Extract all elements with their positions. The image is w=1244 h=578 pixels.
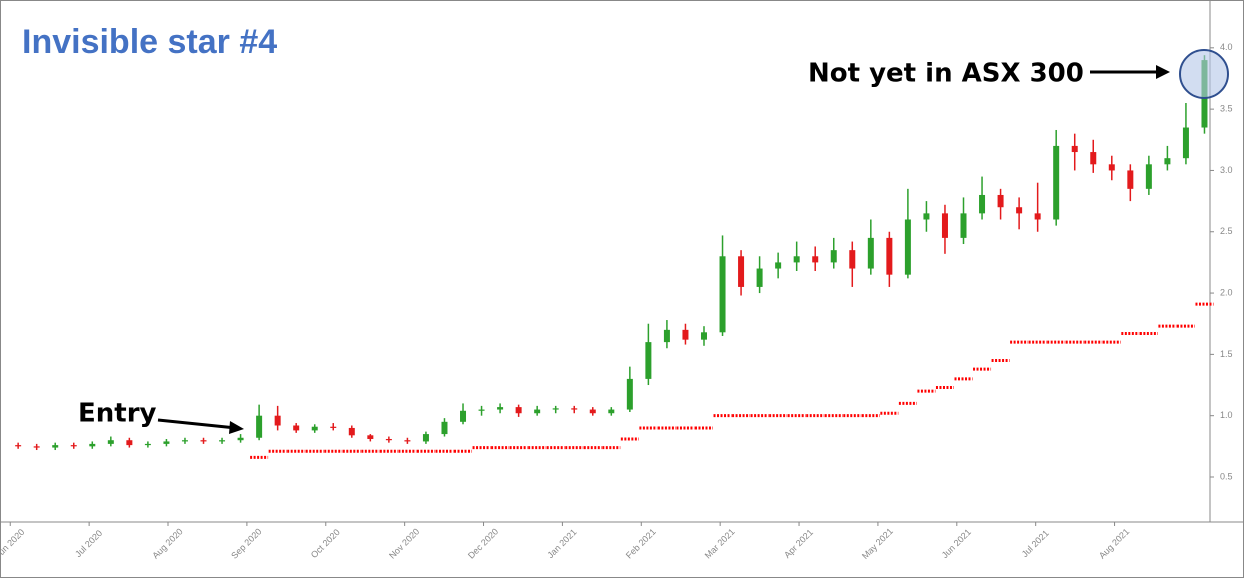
candle-body: [793, 256, 800, 263]
candle-body: [126, 440, 133, 446]
candle-body: [700, 332, 707, 340]
candle-body: [571, 408, 578, 410]
candle-body: [348, 427, 355, 436]
candle-body: [89, 443, 96, 447]
candle-body: [904, 219, 911, 275]
candle-body: [552, 408, 559, 410]
candle-body: [200, 440, 207, 442]
candle-body: [1127, 170, 1134, 189]
candle-body: [33, 446, 40, 448]
y-tick-label: 1.0: [1220, 410, 1233, 420]
candle-body: [756, 268, 763, 287]
candle-body: [163, 441, 170, 444]
y-tick-label: 2.5: [1220, 226, 1233, 236]
candle-body: [1016, 207, 1023, 214]
candle-body: [645, 342, 652, 379]
highlight-circle: [1179, 49, 1229, 99]
candle-body: [886, 237, 893, 275]
candle-body: [682, 329, 689, 340]
candle-body: [404, 440, 411, 442]
candle-body: [626, 378, 633, 410]
candle-body: [107, 440, 114, 444]
candle-body: [1034, 213, 1041, 220]
candle-body: [330, 426, 337, 428]
candle-body: [1164, 158, 1171, 165]
arrow-head: [229, 421, 244, 434]
candle-body: [478, 409, 485, 411]
candle-body: [830, 250, 837, 263]
candle-body: [385, 438, 392, 441]
candle-body: [941, 213, 948, 238]
arrow-head: [1156, 65, 1170, 79]
y-tick-label: 3.5: [1220, 104, 1233, 114]
candle-body: [441, 421, 448, 435]
candle-body: [738, 256, 745, 287]
candle-body: [1090, 152, 1097, 165]
candle-body: [144, 443, 151, 446]
candle-body: [460, 410, 467, 422]
candle-body: [923, 213, 930, 220]
y-tick-label: 2.0: [1220, 287, 1233, 297]
candle-body: [608, 409, 615, 414]
candle-body: [812, 256, 819, 263]
annotation: Entry: [78, 399, 157, 429]
candle-body: [367, 435, 374, 439]
candle-body: [1053, 145, 1060, 220]
candle-body: [237, 437, 244, 441]
candle-body: [960, 213, 967, 238]
candle-body: [719, 256, 726, 333]
annotation: Not yet in ASX 300: [808, 59, 1084, 89]
candle-body: [1182, 127, 1189, 159]
y-tick-label: 1.5: [1220, 349, 1233, 359]
candle-body: [497, 407, 504, 410]
candle-body: [1071, 145, 1078, 153]
y-tick-label: 4.0: [1220, 42, 1233, 52]
candle-body: [534, 409, 541, 414]
candle-body: [52, 445, 59, 448]
candle-body: [422, 434, 429, 442]
candle-body: [589, 409, 596, 414]
candle-body: [663, 329, 670, 343]
arrow: [157, 418, 237, 430]
candle-body: [311, 426, 318, 431]
candle-body: [181, 440, 188, 442]
candle-body: [70, 445, 77, 447]
candle-body: [515, 407, 522, 414]
candle-body: [867, 237, 874, 269]
candle-body: [979, 194, 986, 214]
y-tick-label: 3.0: [1220, 165, 1233, 175]
candle-body: [1108, 164, 1115, 171]
candle-body: [256, 415, 263, 438]
candle-body: [1145, 164, 1152, 189]
candle-body: [219, 440, 226, 442]
y-tick-label: 0.5: [1220, 471, 1233, 481]
chart-title: Invisible star #4: [22, 23, 277, 61]
candle-body: [997, 194, 1004, 208]
candle-body: [849, 250, 856, 269]
candle-body: [293, 425, 300, 431]
candle-body: [775, 262, 782, 269]
candle-body: [274, 415, 281, 426]
candle-body: [15, 445, 22, 447]
